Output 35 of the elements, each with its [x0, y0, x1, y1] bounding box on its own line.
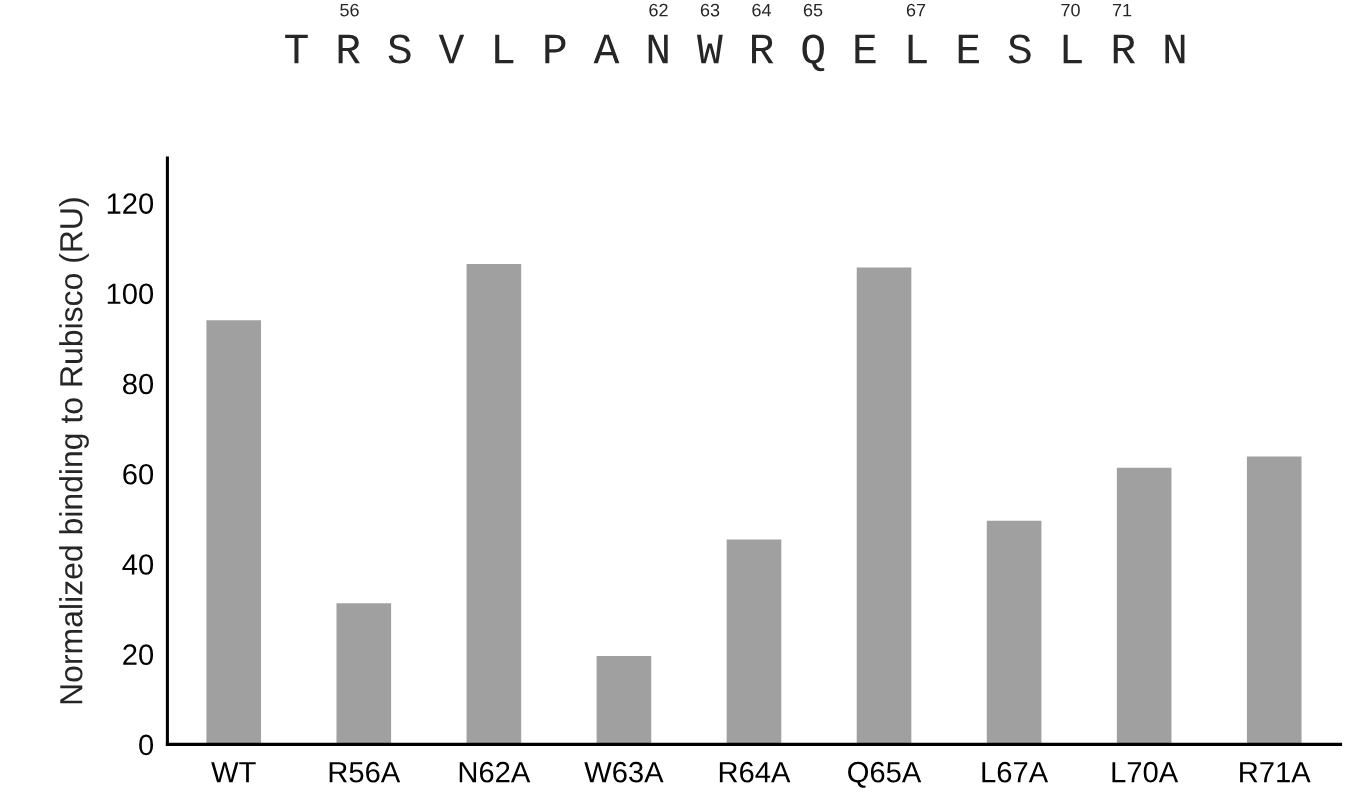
- text: 56: [340, 3, 359, 17]
- text: 70: [1061, 3, 1080, 17]
- x-tick-label: R71A: [1240, 762, 1311, 783]
- bar: [466, 263, 522, 745]
- bar: [596, 655, 652, 745]
- x-tick-label: Q65A: [848, 761, 922, 788]
- bar: [856, 267, 912, 745]
- bar: [1246, 456, 1302, 745]
- x-tick-label: L70A: [1112, 761, 1179, 783]
- x-tick-label: WT: [211, 762, 256, 783]
- bar: [206, 320, 262, 745]
- bar: [336, 603, 392, 745]
- y-tick-label: 0: [139, 734, 154, 756]
- text: T R S V L P A N W R Q E L E S L R N: [285, 34, 1185, 72]
- y-tick-label: 60: [123, 463, 154, 485]
- x-tick-label: N62A: [459, 761, 531, 783]
- x-tick-label: W63A: [584, 761, 664, 783]
- text: 63: [700, 3, 720, 17]
- y-tick-label: 80: [123, 373, 154, 395]
- y-tick-label: 40: [122, 554, 154, 575]
- x-tick-label: R64A: [719, 761, 791, 783]
- x-tick-label: L67A: [982, 761, 1049, 783]
- bar: [986, 520, 1042, 745]
- text: 71: [1112, 3, 1132, 17]
- y-tick-label: 100: [107, 283, 154, 305]
- text: 67: [906, 3, 926, 17]
- bar: [726, 539, 782, 745]
- text: 65: [803, 3, 823, 17]
- bar: [1116, 467, 1172, 745]
- text: 62: [649, 3, 668, 17]
- y-tick-label: 20: [123, 644, 154, 666]
- y-tick-label: 120: [107, 193, 154, 214]
- x-tick-label: R56A: [329, 761, 401, 783]
- text: 64: [752, 3, 772, 17]
- y-axis-title: Normalized binding to Rubisco (RU): [59, 198, 89, 704]
